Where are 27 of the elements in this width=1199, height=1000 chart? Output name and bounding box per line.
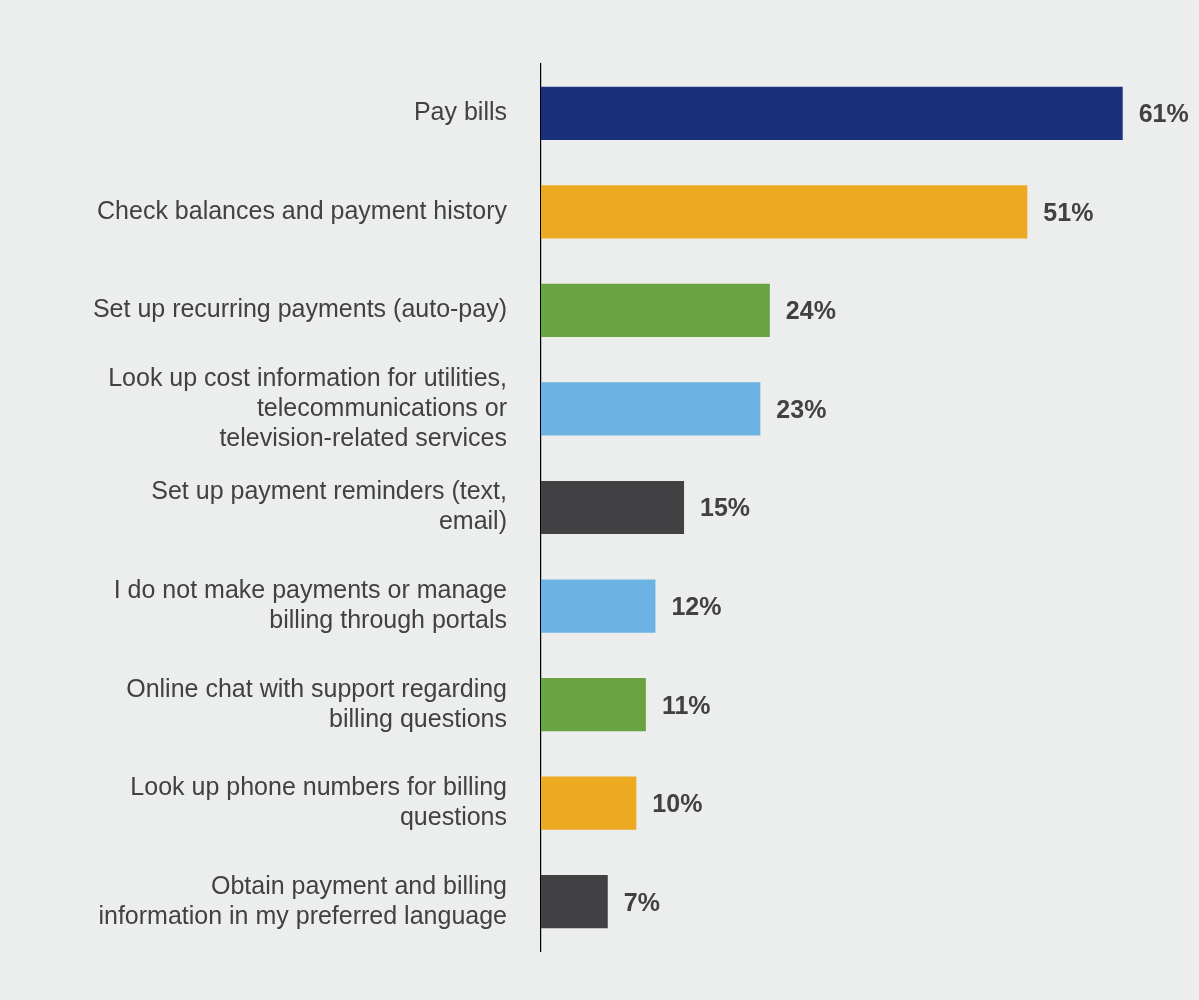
data-label: 51% (1043, 197, 1094, 226)
y-tick-label: Set up recurring payments (auto-pay) (92, 294, 507, 323)
data-label: 12% (671, 591, 722, 620)
data-label: 7% (623, 887, 660, 916)
bar (541, 86, 1123, 140)
bar (541, 480, 685, 535)
y-tick-label: Look up cost information for utilities, telecommunications or television-related services (108, 362, 507, 451)
data-label: 23% (776, 394, 827, 423)
data-label: 11% (661, 690, 711, 719)
y-tick-label: Obtain payment and billing information in my preferred language (98, 870, 507, 929)
y-tick-label: Pay bills (413, 97, 507, 126)
y-tick-label: Look up phone numbers for billing questions (130, 772, 507, 831)
bar (541, 185, 1028, 239)
data-label: 61% (1138, 99, 1189, 128)
data-label: 15% (700, 493, 751, 522)
bar (541, 678, 646, 732)
bar (541, 875, 608, 929)
y-tick-label: Set up payment reminders (text, email) (151, 476, 507, 535)
bar (541, 776, 637, 830)
y-tick-label: Check balances and payment history (97, 195, 508, 224)
y-tick-label: Online chat with support regarding billing questions (126, 673, 507, 732)
bar (541, 283, 770, 337)
data-label: 10% (652, 789, 703, 818)
y-tick-label: I do not make payments or manage billing through portals (113, 574, 507, 633)
bar (541, 382, 761, 436)
data-label: 24% (785, 296, 836, 325)
bar (541, 579, 656, 633)
